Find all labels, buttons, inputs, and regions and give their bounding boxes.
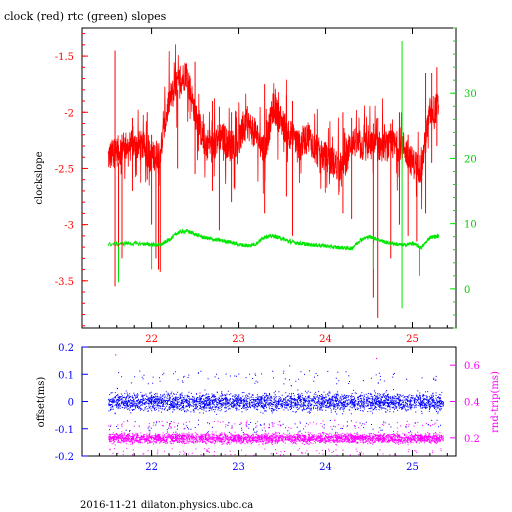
top-x-tick-label: 23 xyxy=(232,334,245,345)
bottom-x-tick-label: 25 xyxy=(406,462,419,473)
top-y-tick-label: -3.5 xyxy=(55,277,74,288)
offset-outlier-point xyxy=(116,387,118,390)
footer-date-host: 2016-11-21 dilaton.physics.ubc.ca xyxy=(80,500,253,511)
bottom-y-tick-label: -0.2 xyxy=(55,452,74,463)
rndtrip-points xyxy=(108,354,444,456)
top-x-tick-label: 24 xyxy=(319,334,332,345)
top-y-tick-label: -2 xyxy=(64,108,74,119)
bottom-y-tick-label: 0.2 xyxy=(58,343,74,354)
bottom-y-tick-label: 0 xyxy=(68,398,74,409)
rtc-series-line xyxy=(107,228,440,251)
top-plot-frame xyxy=(81,27,457,329)
bottom-x-tick-label: 23 xyxy=(232,462,245,473)
top-y2-tick-label: 20 xyxy=(464,154,477,165)
rndtrip-outlier-point xyxy=(289,365,291,367)
offset-cloud xyxy=(108,370,444,434)
rndtrip-cloud xyxy=(108,420,444,456)
offset-outlier-point xyxy=(169,423,171,425)
rndtrip-outlier-point xyxy=(115,354,117,356)
top-y2-tick-label: 0 xyxy=(464,285,470,296)
rndtrip-outlier-point xyxy=(334,419,336,421)
bottom-y-tick-label: 0.1 xyxy=(58,370,74,381)
bottom-y2-tick-label: 0.6 xyxy=(464,361,480,372)
rndtrip-outlier-point xyxy=(429,425,432,427)
rndtrip-outlier-point xyxy=(199,392,201,394)
rndtrip-outlier-point xyxy=(376,357,378,360)
bottom-y2-tick-label: 0.2 xyxy=(464,434,480,445)
offset-points xyxy=(108,370,444,434)
top-y-tick-label: -2.5 xyxy=(55,164,74,175)
y-axis-label-clockslope: clockslope xyxy=(34,151,45,204)
offset-outlier-point xyxy=(377,382,379,384)
top-y-tick-label: -3 xyxy=(64,221,74,232)
chart-title: clock (red) rtc (green) slopes xyxy=(4,10,167,23)
bottom-x-tick-label: 24 xyxy=(319,462,332,473)
bottom-x-tick-label: 22 xyxy=(145,462,158,473)
top-y2-tick-label: 30 xyxy=(464,89,477,100)
top-y-tick-label: -1.5 xyxy=(55,52,74,63)
bottom-y2-tick-label: 0.4 xyxy=(464,398,480,409)
offset-roundtrip-panel: 22 23 24 25 -0.2 -0.1 0 0.1 0.2 0.2 0.4 0.6 offset(… xyxy=(36,343,501,473)
top-y2-tick-label: 10 xyxy=(464,220,477,231)
top-x-tick-label: 22 xyxy=(145,334,158,345)
top-x-tick-label: 25 xyxy=(406,334,419,345)
offset-outlier-point xyxy=(290,385,292,387)
bottom-y-tick-label: -0.1 xyxy=(55,425,74,436)
clock-series-line xyxy=(107,44,439,210)
y-axis-label-offset: offset(ms) xyxy=(36,377,47,428)
y2-axis-label-roundtrip: rnd-trip(ms) xyxy=(490,371,501,433)
clock-rtc-slope-panel: 22 23 24 25 -3.5 -3 -2.5 -2 -1.5 0 10 20 30 clockslo… xyxy=(34,27,477,345)
